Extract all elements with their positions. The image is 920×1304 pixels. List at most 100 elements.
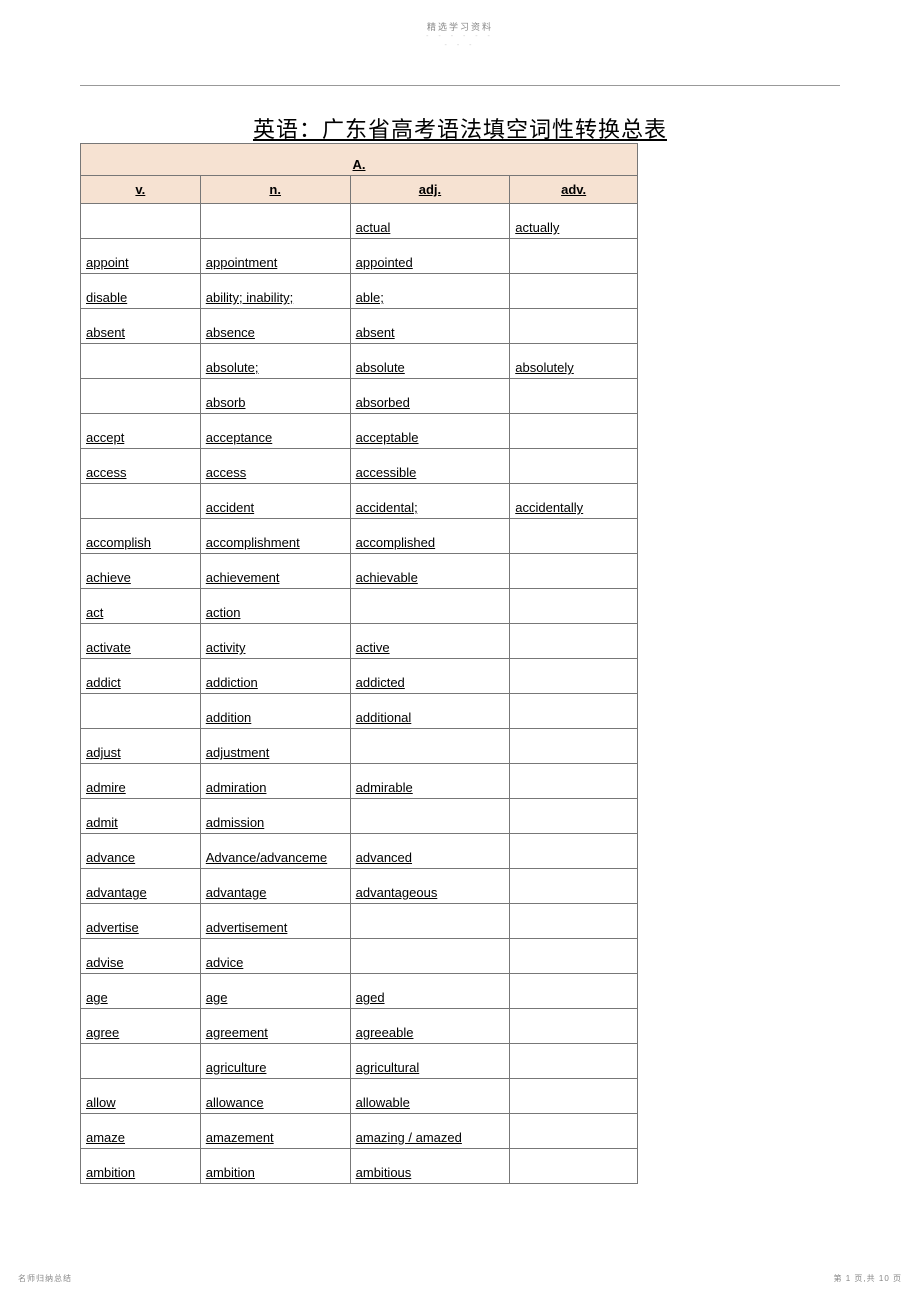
table-cell: advantageous: [350, 869, 510, 904]
table-cell: amazing / amazed: [350, 1114, 510, 1149]
table-cell: Advance/advanceme: [200, 834, 350, 869]
table-cell: advanced: [350, 834, 510, 869]
table-cell: advance: [81, 834, 201, 869]
table-row: ambitionambitionambitious: [81, 1149, 638, 1184]
table-row: agreeagreementagreeable: [81, 1009, 638, 1044]
table-cell: actual: [350, 204, 510, 239]
header-row: v. n. adj. adv.: [81, 176, 638, 204]
table-cell: aged: [350, 974, 510, 1009]
table-cell: absolutely: [510, 344, 638, 379]
document-title: 英语：广东省高考语法填空词性转换总表: [0, 112, 920, 144]
table-cell: [510, 834, 638, 869]
table-cell: addict: [81, 659, 201, 694]
table-cell: [510, 414, 638, 449]
table-cell: absent: [81, 309, 201, 344]
table-cell: [510, 1044, 638, 1079]
table-cell: admirable: [350, 764, 510, 799]
table-cell: agriculture: [200, 1044, 350, 1079]
table-row: activateactivityactive: [81, 624, 638, 659]
table-cell: absolute: [350, 344, 510, 379]
table-cell: ambitious: [350, 1149, 510, 1184]
table-cell: disable: [81, 274, 201, 309]
table-row: appointappointmentappointed: [81, 239, 638, 274]
table-cell: [510, 379, 638, 414]
table-cell: acceptable: [350, 414, 510, 449]
col-header-adj: adj.: [350, 176, 510, 204]
section-row: A.: [81, 144, 638, 176]
table-cell: [350, 939, 510, 974]
table-cell: absolute;: [200, 344, 350, 379]
table-row: accidentaccidental;accidentally: [81, 484, 638, 519]
table-cell: [81, 204, 201, 239]
table-cell: amaze: [81, 1114, 201, 1149]
table-cell: [510, 519, 638, 554]
table-cell: active: [350, 624, 510, 659]
table-cell: addiction: [200, 659, 350, 694]
table-cell: [510, 449, 638, 484]
table-cell: [350, 799, 510, 834]
table-cell: absence: [200, 309, 350, 344]
table-cell: agree: [81, 1009, 201, 1044]
table-row: accomplishaccomplishmentaccomplished: [81, 519, 638, 554]
table-cell: [510, 309, 638, 344]
table-row: admireadmirationadmirable: [81, 764, 638, 799]
table-cell: achievable: [350, 554, 510, 589]
table-cell: adjustment: [200, 729, 350, 764]
table-cell: actually: [510, 204, 638, 239]
table-row: advantageadvantageadvantageous: [81, 869, 638, 904]
table-row: advanceAdvance/advancemeadvanced: [81, 834, 638, 869]
table-cell: admire: [81, 764, 201, 799]
table-cell: [510, 239, 638, 274]
table-cell: allowance: [200, 1079, 350, 1114]
table-cell: [81, 344, 201, 379]
table-cell: act: [81, 589, 201, 624]
section-letter: A.: [81, 144, 638, 176]
table-cell: absent: [350, 309, 510, 344]
table-cell: access: [81, 449, 201, 484]
top-rule: [80, 85, 840, 86]
table-cell: [510, 904, 638, 939]
table-cell: ambition: [200, 1149, 350, 1184]
table-cell: achievement: [200, 554, 350, 589]
table-cell: age: [200, 974, 350, 1009]
table-row: absolute;absoluteabsolutely: [81, 344, 638, 379]
table-cell: appoint: [81, 239, 201, 274]
col-header-n: n.: [200, 176, 350, 204]
table-cell: [510, 554, 638, 589]
table-cell: ambition: [81, 1149, 201, 1184]
table-row: actaction: [81, 589, 638, 624]
table-cell: [81, 1044, 201, 1079]
table-cell: [510, 869, 638, 904]
table-cell: advertisement: [200, 904, 350, 939]
table-cell: age: [81, 974, 201, 1009]
table-cell: [81, 484, 201, 519]
table-cell: admit: [81, 799, 201, 834]
table-cell: [200, 204, 350, 239]
table-cell: advice: [200, 939, 350, 974]
table-cell: accept: [81, 414, 201, 449]
table-row: actualactually: [81, 204, 638, 239]
header-sub2: - - -: [445, 42, 476, 49]
header-sub1: - - - - - -: [426, 33, 494, 40]
table-cell: addition: [200, 694, 350, 729]
table-row: absorbabsorbed: [81, 379, 638, 414]
table-cell: [350, 729, 510, 764]
table-cell: accidental;: [350, 484, 510, 519]
table-cell: accomplished: [350, 519, 510, 554]
table-row: additionadditional: [81, 694, 638, 729]
table-row: acceptacceptanceacceptable: [81, 414, 638, 449]
table-cell: appointed: [350, 239, 510, 274]
table-cell: accidentally: [510, 484, 638, 519]
table-cell: accessible: [350, 449, 510, 484]
table-cell: agricultural: [350, 1044, 510, 1079]
table-cell: [510, 1079, 638, 1114]
table-cell: access: [200, 449, 350, 484]
table-row: achieveachievementachievable: [81, 554, 638, 589]
table-cell: [510, 764, 638, 799]
table-cell: [350, 904, 510, 939]
table-cell: agreement: [200, 1009, 350, 1044]
table-row: accessaccessaccessible: [81, 449, 638, 484]
table-cell: amazement: [200, 1114, 350, 1149]
table-cell: allowable: [350, 1079, 510, 1114]
table-cell: agreeable: [350, 1009, 510, 1044]
